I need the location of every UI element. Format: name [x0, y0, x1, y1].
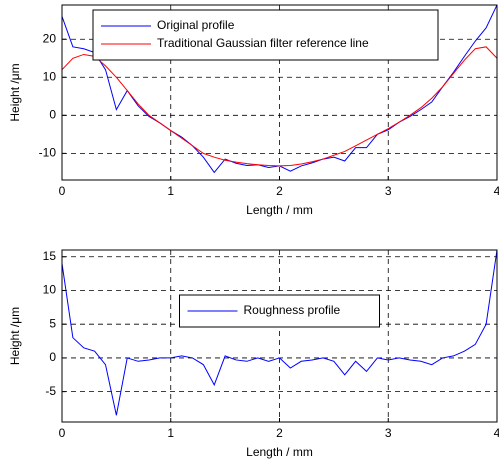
subplot: 0 1 2 3 4 -5 0 5 10 15 Length / mm Height /μm Roughn… — [8, 249, 499, 459]
legend: Original profile Traditional Gaussian fil… — [92, 9, 439, 61]
x-axis-label: Length / mm — [246, 203, 313, 217]
legend-label: Original profile — [157, 18, 235, 32]
y-axis-label: Height /μm — [8, 63, 22, 121]
x-tick-label: 0 — [59, 426, 66, 440]
x-tick-label: 2 — [276, 426, 283, 440]
legend-label: Roughness profile — [244, 303, 341, 317]
legend-box — [92, 9, 439, 61]
y-tick-label: 5 — [49, 316, 56, 330]
subplot: 0 1 2 3 4 -10 0 10 20 Length / mm Height /μm Origin… — [8, 4, 499, 217]
y-tick-label: 0 — [49, 107, 56, 121]
y-tick-label: -5 — [45, 384, 56, 398]
x-tick-label: 4 — [494, 426, 499, 440]
line-series — [62, 250, 497, 416]
x-tick-label: 0 — [59, 184, 66, 198]
legend: Roughness profile — [179, 294, 380, 328]
x-axis-label: Length / mm — [246, 445, 313, 459]
x-tick-label: 1 — [167, 184, 174, 198]
axes-frame — [61, 4, 498, 181]
line-series — [62, 46, 497, 167]
axes-frame — [61, 249, 498, 423]
y-axis-label: Height /μm — [8, 307, 22, 365]
legend-box — [179, 294, 380, 328]
y-tick-label: 10 — [43, 283, 57, 297]
x-tick-label: 4 — [494, 184, 499, 198]
x-tick-label: 2 — [276, 184, 283, 198]
y-tick-label: 10 — [43, 69, 57, 83]
x-tick-label: 1 — [167, 426, 174, 440]
y-tick-label: 20 — [43, 31, 57, 45]
y-tick-label: -10 — [39, 146, 57, 160]
y-tick-label: 15 — [43, 249, 57, 263]
y-tick-label: 0 — [49, 350, 56, 364]
x-tick-label: 3 — [385, 426, 392, 440]
x-tick-label: 3 — [385, 184, 392, 198]
legend-label: Traditional Gaussian filter reference li… — [157, 36, 369, 50]
